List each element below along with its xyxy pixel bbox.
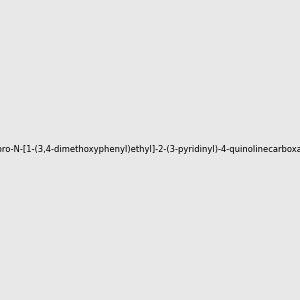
Text: 6-chloro-N-[1-(3,4-dimethoxyphenyl)ethyl]-2-(3-pyridinyl)-4-quinolinecarboxamide: 6-chloro-N-[1-(3,4-dimethoxyphenyl)ethyl… (0, 146, 300, 154)
